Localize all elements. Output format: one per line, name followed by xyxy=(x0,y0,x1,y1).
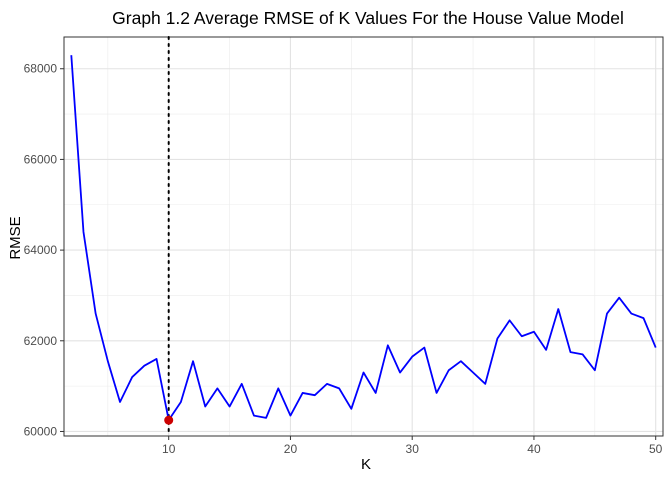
x-tick-label: 40 xyxy=(527,442,541,456)
x-axis-label: K xyxy=(361,456,371,473)
x-axis-ticks: 10 20 30 40 50 xyxy=(162,436,663,456)
y-tick-label: 68000 xyxy=(24,62,58,76)
x-tick-label: 10 xyxy=(162,442,176,456)
highlight-point-group xyxy=(164,415,174,425)
y-tick-label: 60000 xyxy=(24,424,58,438)
y-tick-label: 66000 xyxy=(24,152,58,166)
y-axis-ticks: 60000 62000 64000 66000 68000 xyxy=(24,62,64,438)
chart-title: Graph 1.2 Average RMSE of K Values For t… xyxy=(112,8,624,28)
grid-lines xyxy=(64,37,663,436)
y-tick-label: 64000 xyxy=(24,243,58,257)
x-tick-label: 20 xyxy=(284,442,298,456)
y-axis-label: RMSE xyxy=(7,216,24,259)
panel-border xyxy=(63,36,664,437)
y-tick-label: 62000 xyxy=(24,334,58,348)
x-tick-label: 30 xyxy=(406,442,420,456)
x-tick-label: 50 xyxy=(649,442,663,456)
optimal-k-point xyxy=(164,415,174,425)
